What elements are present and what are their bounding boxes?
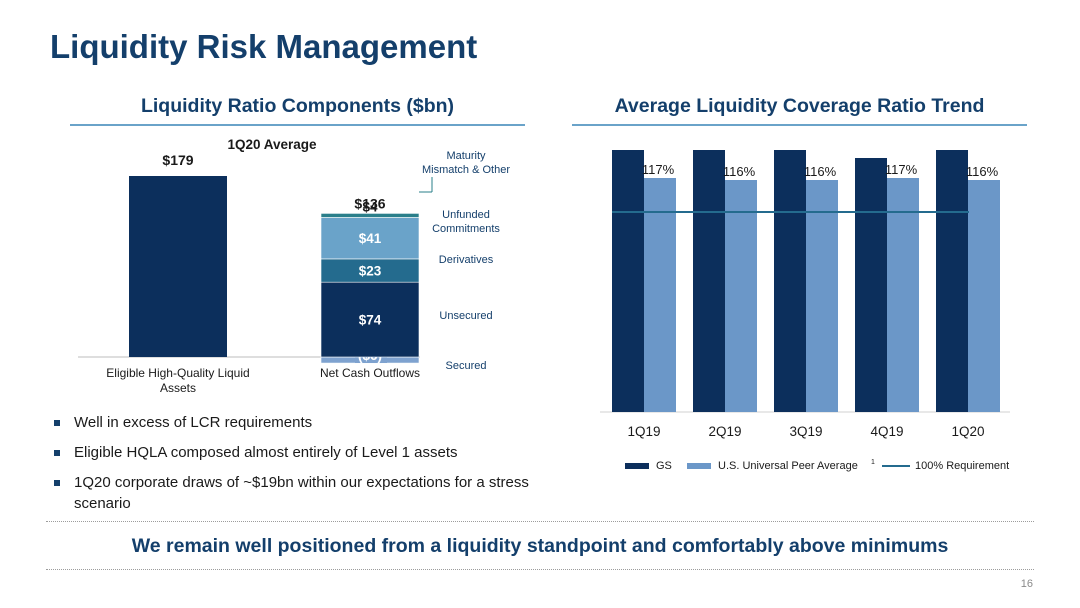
gs-value-label: 127% <box>854 150 888 151</box>
bar-gs <box>693 150 725 412</box>
segment-unfunded-commitments <box>320 217 420 260</box>
peer-value-label: 116% <box>966 164 999 179</box>
liquidity-components-chart: 1Q20 Average$179$136($6)$74$23$41$4Eligi… <box>78 137 510 395</box>
peer-value-label: 116% <box>804 164 837 179</box>
divider-bottom <box>46 569 1034 570</box>
category-label: 1Q19 <box>627 424 660 439</box>
bullet-text: Eligible HQLA composed almost entirely o… <box>74 444 458 461</box>
legend-label-peer: U.S. Universal Peer Average <box>718 460 858 472</box>
bullet-text: 1Q20 corporate draws of ~$19bn within ou… <box>74 474 529 512</box>
bar-peer <box>887 178 919 412</box>
segment-label: $74 <box>359 313 382 328</box>
segment-unsecured <box>320 281 420 358</box>
segment-maturity-mismatch-other <box>320 213 420 218</box>
bar-gs <box>936 150 968 412</box>
segment-legend-label: Unfunded Commitments <box>432 209 500 235</box>
chart-subtitle: 1Q20 Average <box>227 137 317 152</box>
category-label: Net Cash Outflows <box>320 366 420 380</box>
legend-swatch-peer <box>687 463 711 469</box>
bar-gs <box>612 150 644 412</box>
category-label: 4Q19 <box>870 424 903 439</box>
legend-superscript: 1 <box>871 459 875 466</box>
peer-value-label: 117% <box>885 162 918 177</box>
bullet-marker <box>54 480 60 486</box>
total-label: $136 <box>354 195 385 211</box>
bullet-item: 1Q20 corporate draws of ~$19bn within ou… <box>52 472 532 514</box>
left-section-rule <box>70 124 525 126</box>
page-title: Liquidity Risk Management <box>50 28 478 65</box>
category-label: 1Q20 <box>951 424 984 439</box>
segment-label: $23 <box>359 264 382 279</box>
bar-peer <box>806 180 838 412</box>
segment-label: $4 <box>362 199 378 214</box>
segment-legend-label: Maturity Mismatch & Other <box>422 150 510 176</box>
total-label: $179 <box>162 152 193 168</box>
bar-hqla <box>129 176 227 357</box>
bar-peer <box>644 178 676 412</box>
bullet-item: Well in excess of LCR requirements <box>52 412 532 433</box>
left-section-title: Liquidity Ratio Components ($bn) <box>140 95 455 117</box>
segment-label: $41 <box>359 231 382 246</box>
segment-legend-label: Unsecured <box>439 310 492 322</box>
divider-top <box>46 521 1034 522</box>
bar-gs <box>774 150 806 412</box>
peer-value-label: 117% <box>642 162 675 177</box>
bullet-list: Well in excess of LCR requirements Eligi… <box>52 412 532 523</box>
category-label: 2Q19 <box>708 424 741 439</box>
bar-gs <box>855 158 887 412</box>
legend-swatch-gs <box>625 463 649 469</box>
right-section-title: Average Liquidity Coverage Ratio Trend <box>614 95 985 117</box>
bar-peer <box>968 180 1000 412</box>
bullet-marker <box>54 420 60 426</box>
legend-label-gs: GS <box>656 460 672 472</box>
bar-peer <box>725 180 757 412</box>
peer-value-label: 116% <box>723 164 756 179</box>
lcr-trend-chart: 134%117%1Q19133%116%2Q19134%116%3Q19127%… <box>600 150 1010 472</box>
category-label: Eligible High-Quality Liquid Assets <box>106 366 249 395</box>
bullet-item: Eligible HQLA composed almost entirely o… <box>52 442 532 463</box>
page-number: 16 <box>1020 578 1033 590</box>
bullet-text: Well in excess of LCR requirements <box>74 414 313 431</box>
legend-label-requirement: 100% Requirement <box>915 460 1009 472</box>
bullet-marker <box>54 450 60 456</box>
right-section-rule <box>572 124 1027 126</box>
category-label: 3Q19 <box>789 424 822 439</box>
footer-message: We remain well positioned from a liquidi… <box>131 535 949 557</box>
segment-legend-label: Secured <box>446 360 487 372</box>
segment-legend-label: Derivatives <box>439 254 494 266</box>
